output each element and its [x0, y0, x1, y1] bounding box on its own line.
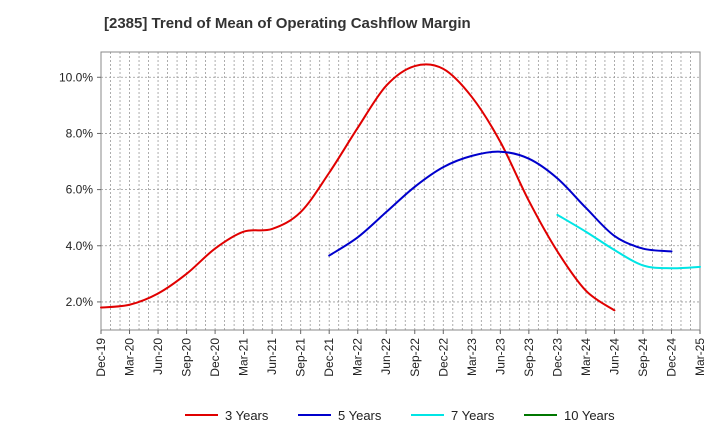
x-tick-label: Sep-22 — [408, 338, 422, 377]
x-tick-label: Sep-21 — [294, 338, 308, 377]
x-tick-label: Dec-22 — [436, 338, 450, 377]
y-tick-label: 6.0% — [66, 183, 94, 197]
series-line-3-years — [100, 63, 616, 312]
x-tick-label: Jun-24 — [607, 338, 621, 375]
y-tick-label: 10.0% — [59, 70, 93, 84]
x-tick-label: Dec-19 — [94, 338, 108, 377]
plot-area — [100, 51, 701, 331]
x-tick-label: Dec-23 — [550, 338, 564, 377]
grid — [101, 52, 700, 330]
y-tick-label: 2.0% — [66, 295, 94, 309]
x-tick-label: Dec-24 — [664, 338, 678, 377]
y-axis: 2.0% 4.0% 6.0% 8.0% 10.0% — [59, 70, 101, 309]
x-tick-label: Jun-23 — [493, 338, 507, 375]
legend-label: 10 Years — [564, 408, 615, 423]
x-tick-label: Jun-20 — [151, 338, 165, 375]
x-tick-label: Mar-25 — [693, 338, 707, 376]
x-tick-label: Dec-20 — [208, 338, 222, 377]
x-axis: Dec-19 Mar-20 Jun-20 Sep-20 Dec-20 Mar-21 Jun-… — [94, 330, 707, 377]
x-tick-label: Jun-22 — [379, 338, 393, 375]
legend-label: 3 Years — [225, 408, 269, 423]
x-tick-label: Sep-24 — [636, 338, 650, 377]
series-lines — [100, 63, 701, 312]
y-tick-label: 4.0% — [66, 239, 94, 253]
x-tick-label: Mar-23 — [465, 338, 479, 376]
x-tick-label: Sep-23 — [522, 338, 536, 377]
series-line-7-years — [556, 213, 701, 270]
legend-label: 7 Years — [451, 408, 495, 423]
x-tick-label: Mar-22 — [351, 338, 365, 376]
x-tick-label: Mar-21 — [237, 338, 251, 376]
x-tick-label: Dec-21 — [322, 338, 336, 377]
series-line-5-years — [328, 150, 673, 257]
x-tick-label: Jun-21 — [265, 338, 279, 375]
chart-title: [2385] Trend of Mean of Operating Cashfl… — [104, 15, 471, 32]
x-tick-label: Sep-20 — [180, 338, 194, 377]
x-tick-label: Mar-20 — [123, 338, 137, 376]
x-tick-label: Mar-24 — [579, 338, 593, 376]
legend-label: 5 Years — [338, 408, 382, 423]
y-tick-label: 8.0% — [66, 126, 94, 140]
legend: 3 Years 5 Years 7 Years 10 Years — [185, 408, 615, 423]
